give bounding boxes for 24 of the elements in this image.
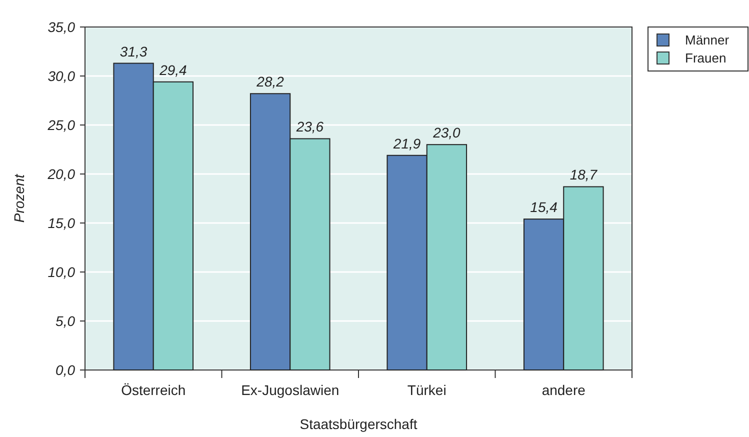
- x-tick-label: andere: [542, 382, 586, 398]
- legend-label: Männer: [685, 32, 730, 48]
- y-tick-label: 25,0: [46, 116, 76, 133]
- data-label: 23,0: [432, 124, 461, 141]
- x-tick-label: Österreich: [121, 382, 186, 398]
- y-tick-label: 0,0: [56, 362, 76, 378]
- y-tick-label: 5,0: [56, 312, 76, 329]
- y-tick-label: 15,0: [48, 214, 76, 231]
- y-tick-label: 30,0: [48, 68, 76, 84]
- y-tick-label: 10,0: [48, 264, 76, 280]
- legend-label: Frauen: [685, 50, 726, 66]
- data-label: 15,4: [530, 199, 558, 216]
- y-tick-label: 20,0: [46, 166, 76, 182]
- data-label: 23,6: [295, 118, 324, 135]
- x-tick-label: Türkei: [407, 382, 446, 398]
- data-label: 31,3: [120, 43, 148, 60]
- x-tick-label: Ex-Jugoslawien: [241, 382, 340, 398]
- x-axis-title: Staatsbürgerschaft: [300, 416, 418, 432]
- data-label: 29,4: [158, 62, 188, 78]
- data-label: 21,9: [392, 135, 421, 152]
- y-tick-label: 35,0: [48, 18, 76, 35]
- y-axis-title: Prozent: [11, 173, 27, 223]
- data-label: 18,7: [570, 166, 598, 183]
- data-label: 28,2: [256, 74, 284, 90]
